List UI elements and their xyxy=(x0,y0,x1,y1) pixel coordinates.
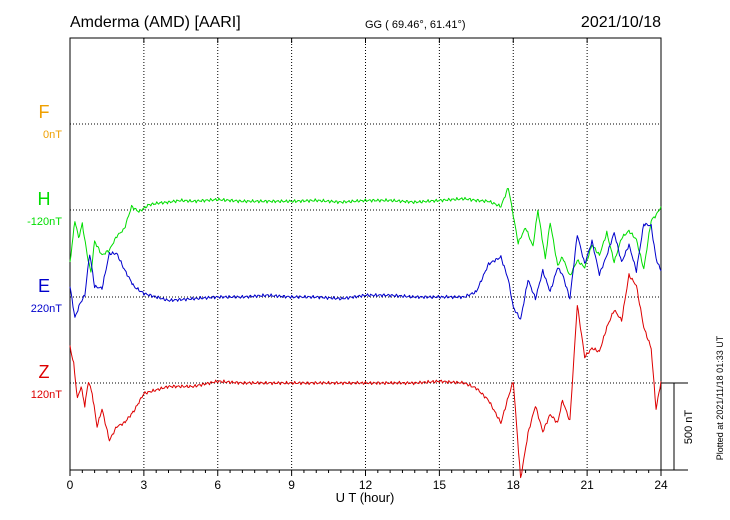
series-baseline-E: 220nT xyxy=(31,303,62,315)
scale-bar-label: 500 nT xyxy=(683,410,695,445)
x-tick-label-18: 18 xyxy=(507,478,521,492)
series-line-E xyxy=(69,222,662,320)
x-tick-label-3: 3 xyxy=(141,478,148,492)
x-tick-label-21: 21 xyxy=(580,478,594,492)
series-baseline-Z: 120nT xyxy=(31,389,62,401)
date-label: 2021/10/18 xyxy=(581,14,661,31)
grid-lines xyxy=(70,38,661,470)
x-tick-label-12: 12 xyxy=(359,478,373,492)
series-line-Z xyxy=(69,273,662,479)
plotted-timestamp: Plotted at 2021/11/18 01:33 UT xyxy=(715,335,725,460)
series-line-H xyxy=(69,188,662,276)
x-tick-label-9: 9 xyxy=(288,478,295,492)
series-name-F: F xyxy=(39,102,50,122)
series-baseline-F: 0nT xyxy=(43,129,62,141)
x-tick-label-24: 24 xyxy=(654,478,668,492)
geographic-coords: GG ( 69.46°, 61.41°) xyxy=(365,19,466,31)
x-tick-label-15: 15 xyxy=(433,478,447,492)
series-baseline-H: -120nT xyxy=(27,216,62,228)
station-title: Amderma (AMD) [AARI] xyxy=(70,14,241,31)
series-name-H: H xyxy=(38,189,51,209)
x-axis-ticks: 0 3 6 9 12 15 18 21 24 xyxy=(67,38,668,492)
series-name-Z: Z xyxy=(39,362,50,382)
series-labels: F 0nT H -120nT E 220nT Z 120nT xyxy=(27,102,62,401)
x-tick-label-6: 6 xyxy=(214,478,221,492)
series-name-E: E xyxy=(38,276,50,296)
x-axis-label: U T (hour) xyxy=(336,490,395,505)
data-series xyxy=(69,188,662,479)
scale-bar: 500 nT xyxy=(661,382,695,471)
x-tick-label-0: 0 xyxy=(67,478,74,492)
